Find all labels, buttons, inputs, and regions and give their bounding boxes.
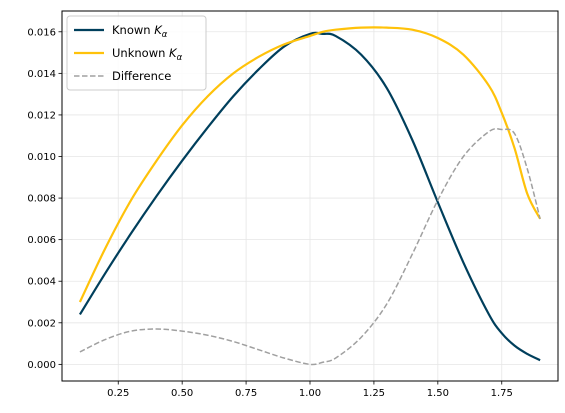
x-tick-label: 1.75 — [491, 388, 513, 399]
y-tick-label: 0.000 — [27, 360, 56, 371]
series-difference-legend-label: Difference — [112, 69, 171, 83]
y-tick-label: 0.016 — [27, 27, 56, 38]
x-tick-label: 0.25 — [107, 388, 129, 399]
y-tick-label: 0.014 — [27, 69, 56, 80]
x-tick-label: 1.00 — [299, 388, 321, 399]
y-tick-label: 0.004 — [27, 277, 56, 288]
legend-box — [66, 15, 207, 91]
series-unknown-line — [78, 26, 542, 303]
y-axis-ticks: 0.000 0.002 0.004 0.006 0.008 0.010 0.012 0.014… — [27, 27, 62, 371]
series-known-legend-label: Known Kα — [112, 23, 168, 40]
y-tick-label: 0.002 — [27, 318, 56, 329]
y-tick-label: 0.012 — [27, 110, 56, 121]
legend: Known Kα Unknown Kα Difference — [66, 15, 207, 91]
x-tick-label: 1.50 — [427, 388, 449, 399]
series-lines — [78, 26, 542, 366]
x-tick-label: 0.75 — [235, 388, 257, 399]
series-known-line — [78, 31, 541, 362]
series-difference-line — [79, 127, 541, 366]
grid-lines — [62, 11, 558, 381]
y-tick-label: 0.006 — [27, 235, 56, 246]
x-tick-label: 1.25 — [363, 388, 385, 399]
y-tick-label: 0.010 — [27, 152, 56, 163]
x-axis-ticks: 0.25 0.50 0.75 1.00 1.25 1.50 1.75 — [107, 381, 513, 399]
series-unknown-legend-label: Unknown Kα — [112, 46, 183, 63]
y-tick-label: 0.008 — [27, 194, 56, 205]
x-tick-label: 0.50 — [171, 388, 193, 399]
